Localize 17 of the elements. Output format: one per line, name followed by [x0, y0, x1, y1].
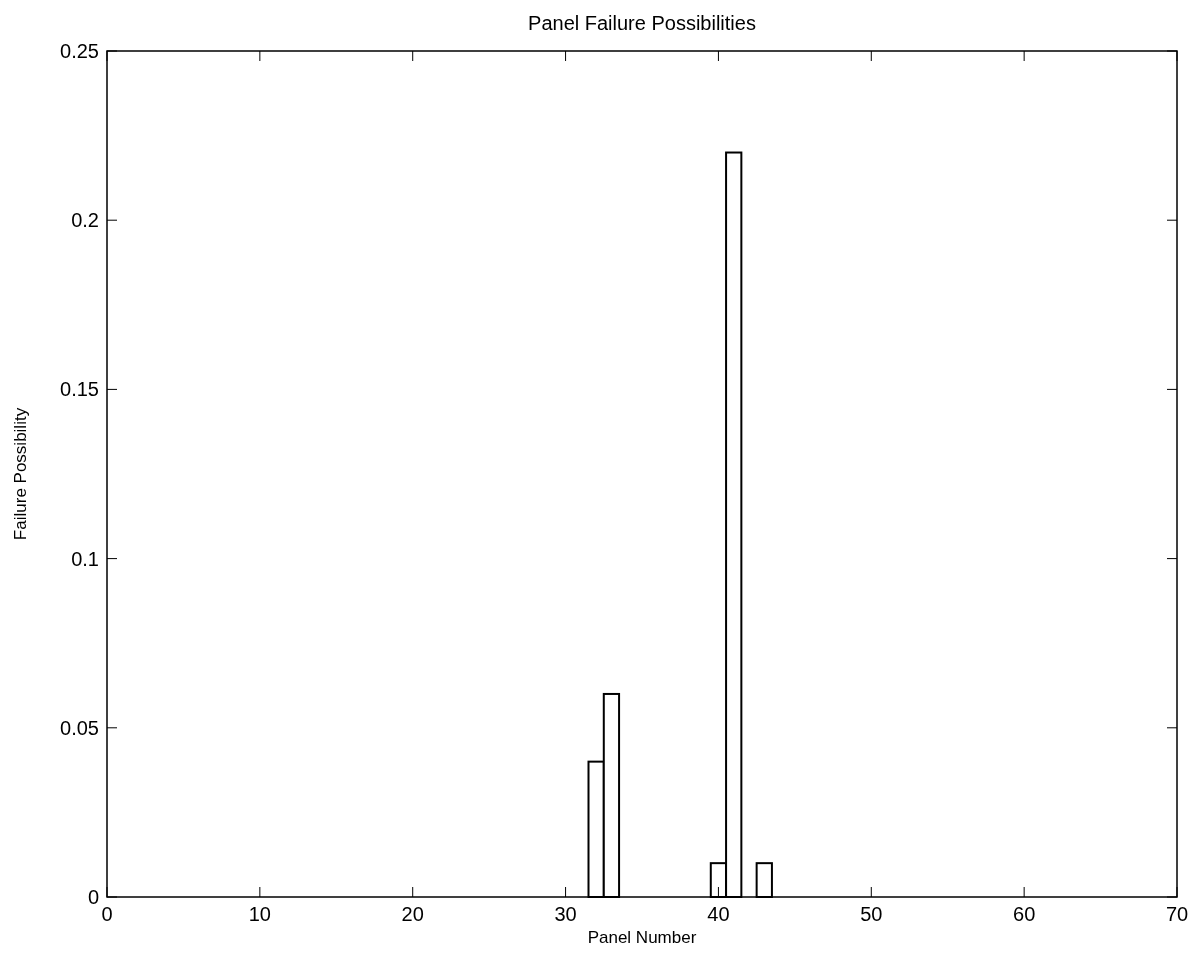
x-tick-label: 20 — [401, 903, 424, 925]
x-tick-label: 0 — [101, 903, 113, 925]
x-axis-title: Panel Number — [587, 928, 697, 947]
y-tick-label: 0.1 — [71, 547, 99, 570]
y-tick-label: 0.05 — [60, 716, 99, 739]
y-axis-title: Failure Possibility — [11, 407, 30, 541]
y-tick-label: 0.2 — [71, 209, 99, 232]
x-tick-label: 40 — [707, 903, 730, 925]
chart-title: Panel Failure Possibilities — [528, 12, 756, 34]
y-tick-label: 0.15 — [60, 378, 99, 401]
y-tick-label: 0.25 — [60, 40, 99, 62]
x-tick-label: 60 — [1013, 903, 1036, 925]
y-tick-label: 0 — [87, 886, 99, 908]
x-tick-label: 10 — [248, 903, 271, 925]
x-tick-label: 70 — [1165, 903, 1189, 925]
x-tick-label: 30 — [554, 903, 577, 925]
x-tick-label: 50 — [860, 903, 883, 925]
